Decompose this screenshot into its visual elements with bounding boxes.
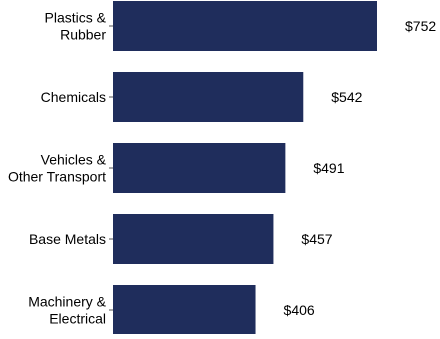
value-label: $752 (405, 18, 436, 34)
value-label: $406 (284, 302, 315, 318)
labels-layer: Plastics & Rubber $752 Chemicals $542 Vehicle… (8, 10, 436, 327)
value-label: $542 (331, 89, 362, 105)
category-label: Chemicals (41, 89, 106, 105)
bars-layer (109, 1, 377, 335)
bar (113, 72, 304, 122)
category-label: Base Metals (29, 231, 106, 247)
category-label: Machinery & Electrical (28, 294, 106, 327)
bar (113, 285, 256, 335)
bar (113, 214, 274, 264)
bar (113, 1, 377, 51)
value-label: $491 (313, 160, 344, 176)
category-label: Plastics & Rubber (45, 10, 107, 43)
category-label: Vehicles & Other Transport (8, 152, 107, 185)
value-label: $457 (301, 231, 332, 247)
bar (113, 143, 286, 193)
